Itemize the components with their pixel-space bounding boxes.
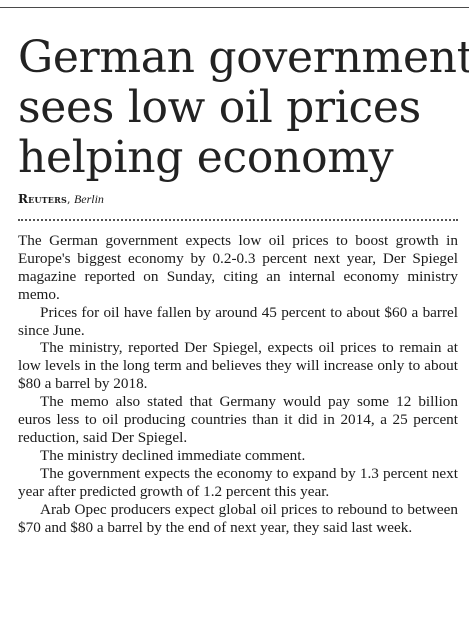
article-body: The German government expects low oil pr…: [18, 232, 458, 536]
top-rule: [0, 7, 469, 8]
headline-line-1: German government: [18, 32, 469, 83]
article-paragraph-5: The ministry declined immediate comment.: [40, 446, 306, 464]
byline-agency: Reuters: [18, 192, 67, 206]
article-paragraph-1: The German government expects low oil pr…: [18, 232, 458, 303]
headline-line-2: sees low oil prices: [18, 82, 421, 133]
byline: Reuters, Berlin: [18, 192, 104, 207]
byline-city: Berlin: [73, 192, 104, 206]
article-paragraph-7: Arab Opec producers expect global oil pr…: [18, 500, 458, 536]
article-paragraph-6: The government expects the economy to ex…: [18, 464, 458, 500]
headline-line-3: helping economy: [18, 132, 394, 183]
article-paragraph-2: Prices for oil have fallen by around 45 …: [18, 303, 458, 339]
headline: German government sees low oil prices he…: [18, 32, 469, 183]
dotted-separator: [18, 219, 458, 221]
article-paragraph-3: The ministry, reported Der Spiegel, expe…: [18, 339, 458, 393]
article-paragraph-4: The memo also stated that Germany would …: [18, 393, 458, 446]
byline-separator: ,: [66, 193, 71, 206]
